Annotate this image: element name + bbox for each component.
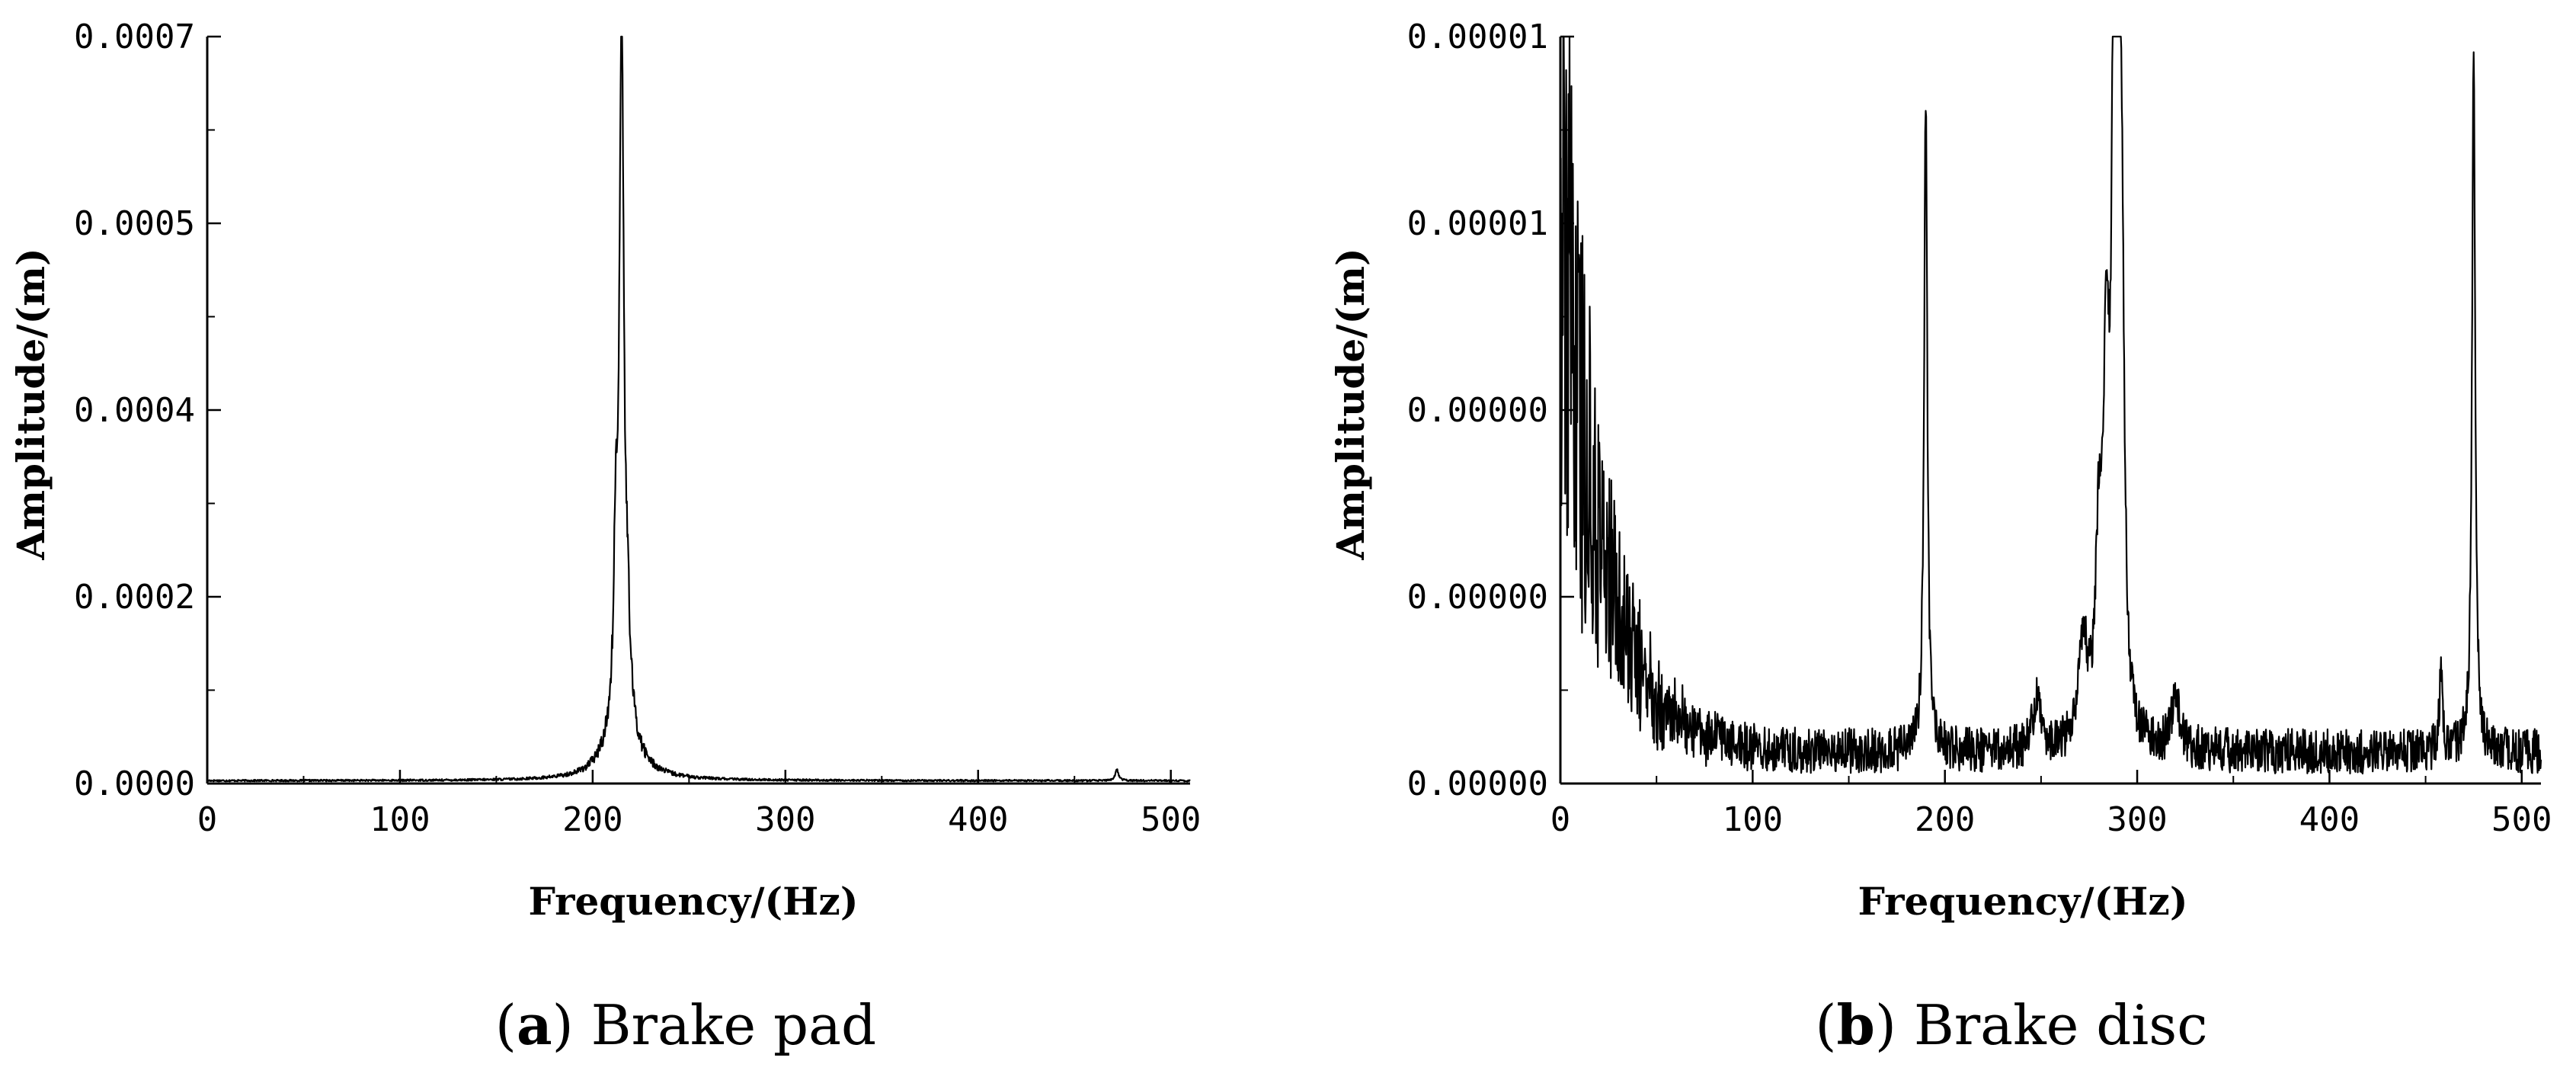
panel-b-x-tick-label: 400 xyxy=(2299,800,2360,839)
panel-b-brake-disc: Frequency/(Hz) Amplitude/(m) (b) Brake d… xyxy=(1328,18,2552,1057)
panel-a-spectrum-line xyxy=(206,35,1191,783)
panel-b-caption-letter: b xyxy=(1836,992,1874,1057)
panel-a-x-tick-label: 200 xyxy=(562,800,622,839)
panel-a-y-tick-label: 0.0007 xyxy=(74,18,195,56)
panel-b-spectrum-line xyxy=(1559,35,2542,775)
panel-b-y-tick-label: 0.00000 xyxy=(1407,764,1548,803)
panel-a-brake-pad: Frequency/(Hz) Amplitude/(m) (a) Brake p… xyxy=(8,18,1201,1057)
panel-a-y-axis-title: Amplitude/(m) xyxy=(8,248,53,560)
panel-a-x-tick-label: 100 xyxy=(370,800,430,839)
panel-b-x-tick-label: 200 xyxy=(1915,800,1975,839)
panel-b-x-tick-label: 500 xyxy=(2491,800,2552,839)
panel-b-y-tick-label: 0.00001 xyxy=(1407,204,1548,243)
panel-a-x-tick-label: 400 xyxy=(948,800,1008,839)
panel-b-y-tick-label: 0.00001 xyxy=(1407,18,1548,56)
panel-a-x-tick-label: 500 xyxy=(1141,800,1201,839)
panel-b-x-tick-label: 300 xyxy=(2107,800,2167,839)
panel-a-x-axis-title: Frequency/(Hz) xyxy=(529,879,859,924)
panel-a-y-tick-label: 0.0000 xyxy=(74,764,195,803)
panel-b-y-tick-label: 0.00000 xyxy=(1407,578,1548,617)
panel-b-caption-text: Brake disc xyxy=(1914,993,2208,1057)
panel-a-y-tick-label: 0.0005 xyxy=(74,204,195,243)
panel-b-y-axis-title: Amplitude/(m) xyxy=(1328,248,1373,560)
panel-a-y-tick-label: 0.0002 xyxy=(74,578,195,617)
panel-b-caption: (b) Brake disc xyxy=(1815,992,2207,1057)
panel-b-x-tick-label: 0 xyxy=(1550,800,1571,839)
panel-a-caption-letter: a xyxy=(517,992,552,1057)
panel-a-caption-text: Brake pad xyxy=(591,993,876,1057)
panel-b-x-tick-label: 100 xyxy=(1723,800,1783,839)
panel-b-x-axis-title: Frequency/(Hz) xyxy=(1858,879,2188,924)
panel-b-y-tick-label: 0.00000 xyxy=(1407,391,1548,430)
panel-a-y-tick-label: 0.0004 xyxy=(74,391,195,430)
panel-a-x-tick-label: 300 xyxy=(755,800,815,839)
panel-a-x-tick-label: 0 xyxy=(197,800,218,839)
panel-a-caption: (a) Brake pad xyxy=(495,992,876,1057)
